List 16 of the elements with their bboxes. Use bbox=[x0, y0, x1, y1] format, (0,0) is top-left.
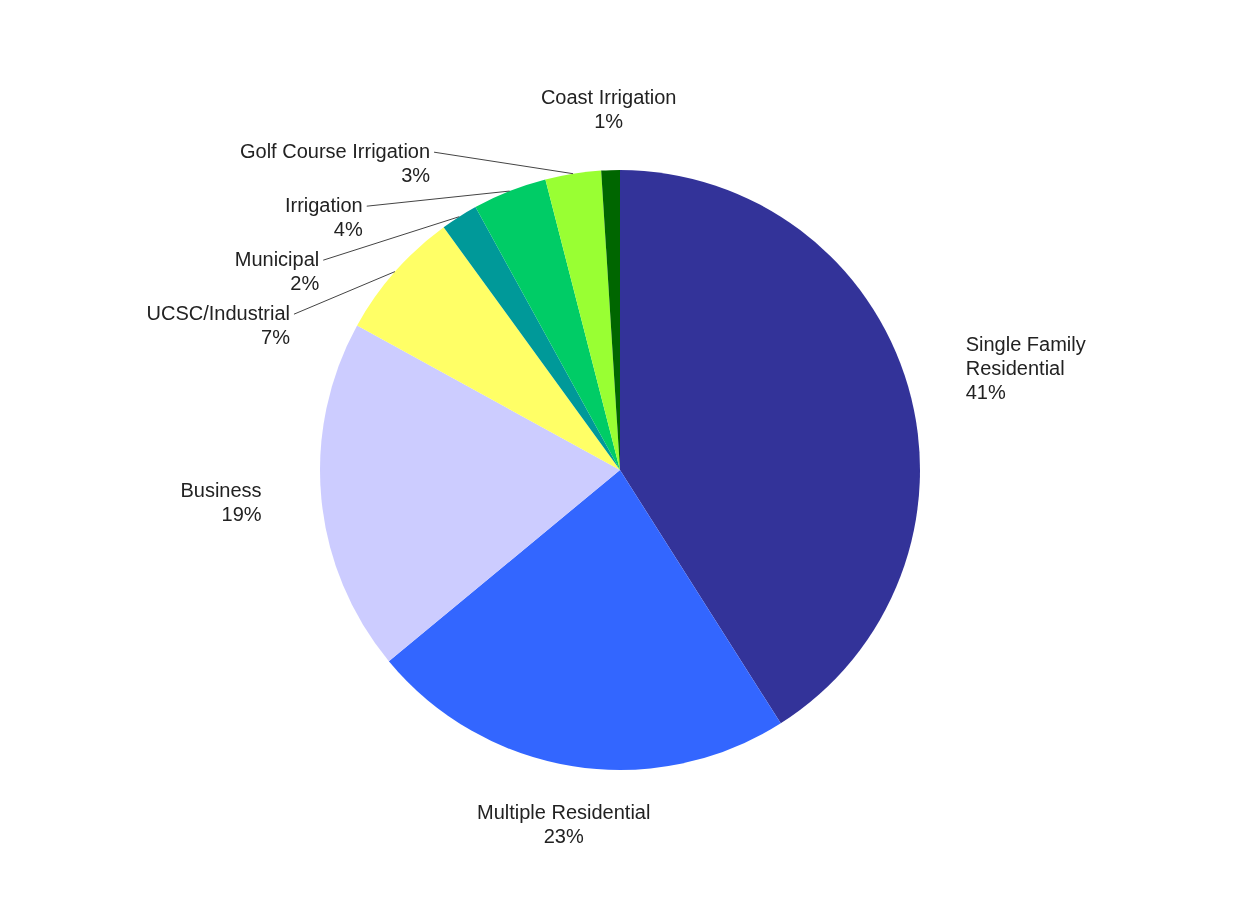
slice-label: Irrigation bbox=[284, 193, 363, 216]
data-label: 4% bbox=[333, 217, 363, 240]
slice-label: Coast Irrigation bbox=[540, 85, 677, 108]
slice-label: Golf Course Irrigation bbox=[239, 139, 431, 162]
data-label: 19% bbox=[221, 503, 262, 526]
data-label: 7% bbox=[261, 325, 291, 348]
data-label: 23% bbox=[543, 825, 584, 848]
data-label: 41% bbox=[965, 381, 1006, 404]
data-label: 1% bbox=[594, 109, 624, 132]
slice-label: Municipal bbox=[234, 247, 320, 270]
data-label: 3% bbox=[401, 163, 431, 186]
slice-label: Single Family Residential bbox=[965, 333, 1086, 380]
slice-label: Business bbox=[180, 479, 262, 502]
data-label: 2% bbox=[290, 271, 320, 294]
slice-label: Multiple Residential bbox=[476, 801, 651, 824]
slice-label: UCSC/Industrial bbox=[146, 301, 290, 324]
